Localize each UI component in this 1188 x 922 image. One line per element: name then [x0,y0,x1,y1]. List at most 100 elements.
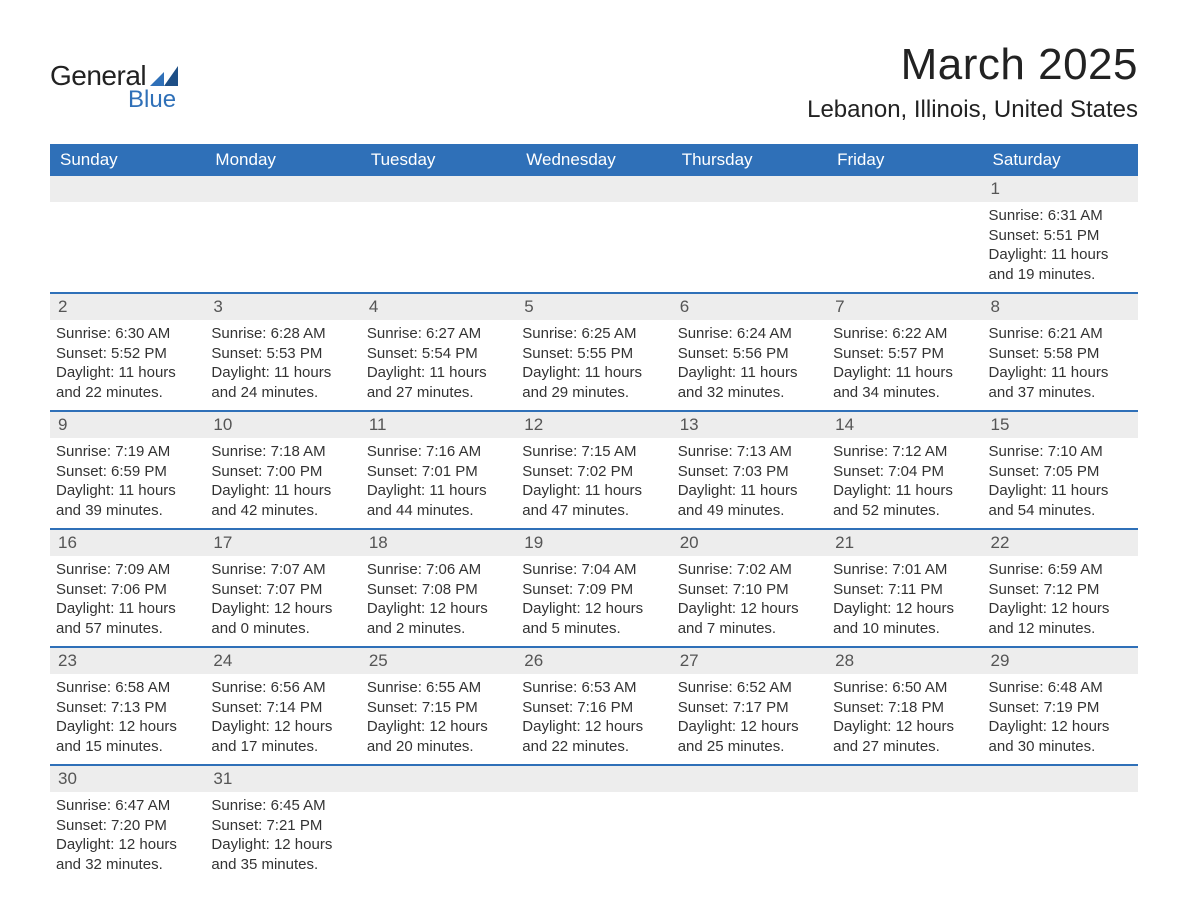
day-number: 2 [50,294,205,320]
logo: General Blue [50,40,178,114]
day-cell: Sunrise: 7:13 AMSunset: 7:03 PMDaylight:… [672,438,827,528]
day-line-sunrise: Sunrise: 6:25 AM [522,324,665,344]
day-cell [827,202,982,292]
day-number [516,176,671,202]
day-number: 14 [827,412,982,438]
day-line-sunrise: Sunrise: 7:15 AM [522,442,665,462]
day-cell: Sunrise: 6:31 AMSunset: 5:51 PMDaylight:… [983,202,1138,292]
day-line-sunset: Sunset: 7:06 PM [56,580,199,600]
day-line-d1: Daylight: 11 hours [833,363,976,383]
calendar: SundayMondayTuesdayWednesdayThursdayFrid… [50,144,1138,882]
day-number: 28 [827,648,982,674]
day-cell: Sunrise: 7:01 AMSunset: 7:11 PMDaylight:… [827,556,982,646]
day-line-sunset: Sunset: 5:55 PM [522,344,665,364]
day-number: 17 [205,530,360,556]
day-line-sunrise: Sunrise: 6:22 AM [833,324,976,344]
day-cell: Sunrise: 7:04 AMSunset: 7:09 PMDaylight:… [516,556,671,646]
day-cell: Sunrise: 6:47 AMSunset: 7:20 PMDaylight:… [50,792,205,882]
day-number: 4 [361,294,516,320]
day-line-d1: Daylight: 11 hours [367,363,510,383]
day-line-sunset: Sunset: 7:14 PM [211,698,354,718]
day-line-d2: and 52 minutes. [833,501,976,521]
day-number: 8 [983,294,1138,320]
day-line-sunrise: Sunrise: 7:02 AM [678,560,821,580]
day-line-d2: and 57 minutes. [56,619,199,639]
day-line-sunrise: Sunrise: 6:59 AM [989,560,1132,580]
day-line-d1: Daylight: 11 hours [989,481,1132,501]
day-line-d1: Daylight: 11 hours [678,481,821,501]
day-line-d2: and 44 minutes. [367,501,510,521]
day-cell: Sunrise: 6:56 AMSunset: 7:14 PMDaylight:… [205,674,360,764]
day-line-sunset: Sunset: 5:51 PM [989,226,1132,246]
day-line-sunset: Sunset: 7:11 PM [833,580,976,600]
day-cell: Sunrise: 6:48 AMSunset: 7:19 PMDaylight:… [983,674,1138,764]
day-line-d2: and 27 minutes. [367,383,510,403]
day-number: 15 [983,412,1138,438]
day-number: 24 [205,648,360,674]
day-line-d1: Daylight: 11 hours [56,481,199,501]
day-line-sunrise: Sunrise: 6:56 AM [211,678,354,698]
week-number-row: 2345678 [50,292,1138,320]
day-line-sunset: Sunset: 6:59 PM [56,462,199,482]
day-line-d2: and 15 minutes. [56,737,199,757]
day-line-sunrise: Sunrise: 6:55 AM [367,678,510,698]
day-number: 11 [361,412,516,438]
day-cell [672,202,827,292]
day-line-d2: and 22 minutes. [56,383,199,403]
day-line-d1: Daylight: 12 hours [833,717,976,737]
day-line-d1: Daylight: 12 hours [211,717,354,737]
week-number-row: 3031 [50,764,1138,792]
day-line-sunset: Sunset: 7:13 PM [56,698,199,718]
day-number: 7 [827,294,982,320]
week-number-row: 23242526272829 [50,646,1138,674]
day-line-sunrise: Sunrise: 6:30 AM [56,324,199,344]
day-number: 29 [983,648,1138,674]
day-line-d2: and 19 minutes. [989,265,1132,285]
day-line-d1: Daylight: 12 hours [522,599,665,619]
day-cell [516,792,671,882]
day-number: 21 [827,530,982,556]
day-header: Wednesday [516,144,671,176]
day-cell: Sunrise: 6:52 AMSunset: 7:17 PMDaylight:… [672,674,827,764]
day-line-sunrise: Sunrise: 6:24 AM [678,324,821,344]
day-number: 12 [516,412,671,438]
day-line-d2: and 39 minutes. [56,501,199,521]
day-line-sunset: Sunset: 7:00 PM [211,462,354,482]
day-line-d2: and 42 minutes. [211,501,354,521]
location-label: Lebanon, Illinois, United States [807,96,1138,124]
day-cell: Sunrise: 6:22 AMSunset: 5:57 PMDaylight:… [827,320,982,410]
day-line-sunrise: Sunrise: 6:45 AM [211,796,354,816]
day-line-d1: Daylight: 12 hours [678,599,821,619]
day-line-d2: and 7 minutes. [678,619,821,639]
day-cell [983,792,1138,882]
day-cell: Sunrise: 6:25 AMSunset: 5:55 PMDaylight:… [516,320,671,410]
day-line-sunrise: Sunrise: 6:58 AM [56,678,199,698]
day-number [672,766,827,792]
day-line-sunrise: Sunrise: 7:09 AM [56,560,199,580]
week-body-row: Sunrise: 6:30 AMSunset: 5:52 PMDaylight:… [50,320,1138,410]
day-number: 27 [672,648,827,674]
day-number: 10 [205,412,360,438]
day-line-sunset: Sunset: 7:02 PM [522,462,665,482]
day-number: 5 [516,294,671,320]
day-line-sunrise: Sunrise: 6:52 AM [678,678,821,698]
day-line-d2: and 5 minutes. [522,619,665,639]
day-number: 16 [50,530,205,556]
day-cell [50,202,205,292]
day-line-sunrise: Sunrise: 6:21 AM [989,324,1132,344]
day-line-d2: and 22 minutes. [522,737,665,757]
day-line-sunset: Sunset: 7:08 PM [367,580,510,600]
day-number [827,766,982,792]
day-cell: Sunrise: 6:21 AMSunset: 5:58 PMDaylight:… [983,320,1138,410]
day-line-sunrise: Sunrise: 6:50 AM [833,678,976,698]
day-cell: Sunrise: 7:18 AMSunset: 7:00 PMDaylight:… [205,438,360,528]
day-number: 18 [361,530,516,556]
day-line-sunrise: Sunrise: 7:07 AM [211,560,354,580]
day-number: 13 [672,412,827,438]
day-line-sunrise: Sunrise: 6:27 AM [367,324,510,344]
day-line-sunrise: Sunrise: 7:06 AM [367,560,510,580]
day-line-d1: Daylight: 12 hours [56,717,199,737]
day-line-d1: Daylight: 12 hours [678,717,821,737]
day-line-d1: Daylight: 11 hours [989,363,1132,383]
week-body-row: Sunrise: 6:31 AMSunset: 5:51 PMDaylight:… [50,202,1138,292]
